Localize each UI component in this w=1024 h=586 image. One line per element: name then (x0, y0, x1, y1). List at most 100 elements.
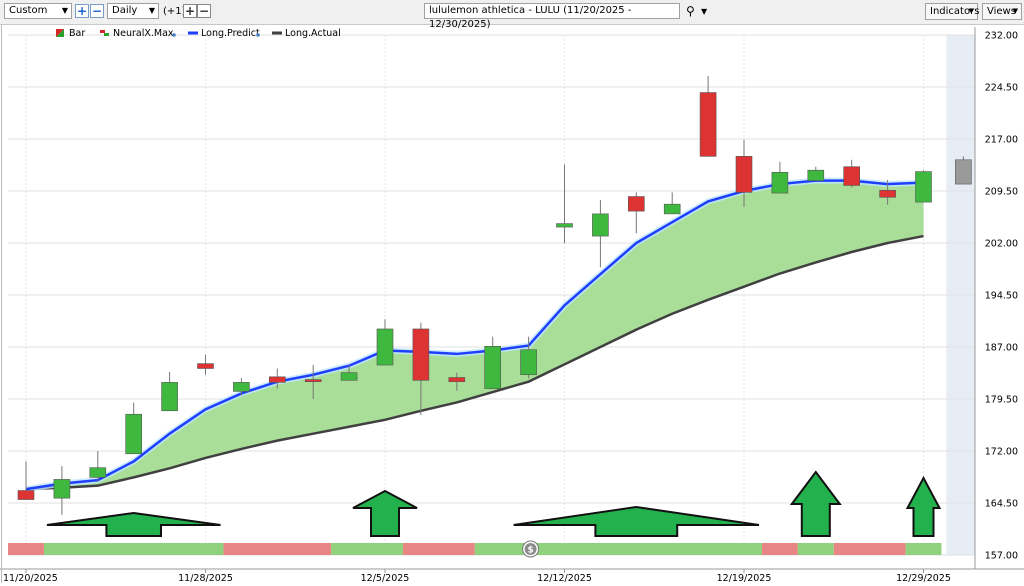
candle (412, 328, 430, 381)
legend-label: Bar (69, 28, 85, 39)
layout-select-value: Custom (9, 5, 48, 16)
y-tick-label: 232.00 (985, 31, 1018, 42)
y-tick-label: 179.50 (985, 395, 1018, 406)
chart-area[interactable]: $ 232.00 224.50 217.00 209.50 202.00 194.50 18… (0, 25, 1024, 584)
increase-period-button[interactable]: + (183, 4, 197, 18)
candle (843, 166, 861, 186)
candle (268, 376, 286, 383)
forecast-candle (955, 159, 972, 185)
period-select[interactable]: Daily ▼ (107, 3, 159, 19)
legend-label: Long.Predict (201, 28, 260, 39)
symbol-field[interactable]: lululemon athletica - LULU (11/20/2025 -… (424, 3, 680, 30)
legend-label: NeuralX.Max (113, 28, 174, 39)
search-icon[interactable]: ⚲ (686, 4, 695, 18)
signal-bar-segment (905, 543, 942, 555)
candle (663, 203, 681, 215)
y-tick-label: 217.00 (985, 135, 1018, 146)
y-tick-label: 172.00 (985, 447, 1018, 458)
signal-bar-segment (402, 543, 475, 555)
signal-bar-segment (43, 543, 224, 555)
signal-bar-segment (8, 543, 44, 555)
candle (304, 379, 322, 382)
candle (771, 171, 789, 194)
candle (520, 349, 537, 376)
decrease-period-button[interactable]: − (197, 4, 211, 18)
y-tick-label: 157.00 (985, 551, 1018, 562)
price-chart[interactable]: $ 232.00 224.50 217.00 209.50 202.00 194.50 18… (0, 25, 1024, 584)
buy-signal-arrow (789, 470, 842, 537)
signal-bar: $ (8, 540, 942, 558)
y-tick-label: 164.50 (985, 499, 1018, 510)
candle (484, 346, 502, 389)
prediction-fill (26, 180, 924, 490)
x-tick-label: 12/19/2025 (717, 573, 772, 583)
signal-bar-segment (761, 543, 798, 555)
candle (340, 372, 358, 381)
plus-icon: + (184, 4, 196, 18)
candle (125, 413, 142, 455)
dropdown-arrow-icon: ▼ (148, 6, 155, 15)
dropdown-arrow-icon: ▼ (968, 7, 974, 15)
layout-select[interactable]: Custom ▼ (4, 3, 72, 19)
remove-chart-button[interactable]: − (90, 4, 104, 18)
legend-settings-dot (172, 33, 176, 37)
plus-icon: + (76, 4, 88, 18)
y-tick-label: 194.50 (985, 291, 1018, 302)
signal-bar-segment (331, 543, 403, 555)
indicators-button[interactable]: Indicators ▼ (925, 3, 980, 20)
views-button[interactable]: Views ▼ (982, 3, 1022, 20)
dividend-icon-glyph: $ (527, 546, 533, 556)
candle (556, 223, 573, 228)
legend-swatch (56, 29, 64, 37)
gridlines (8, 34, 975, 556)
signal-bar-segment (223, 543, 332, 555)
chart-toolbar: Custom ▼ + − Daily ▼ (+1) + − lululemon … (0, 0, 1024, 30)
y-tick-label: 187.00 (985, 343, 1018, 354)
views-button-label: Views (987, 6, 1016, 17)
candle (161, 382, 178, 412)
candle (879, 190, 896, 198)
minus-icon: − (198, 4, 210, 18)
candle (627, 196, 645, 212)
candle (807, 169, 825, 181)
candle (233, 382, 250, 392)
signal-bar-segment (833, 543, 906, 555)
signal-arrows (46, 470, 942, 537)
candles (17, 75, 972, 515)
add-chart-button[interactable]: + (75, 4, 89, 18)
dropdown-arrow-icon[interactable]: ▼ (701, 7, 708, 16)
x-tick-label: 12/12/2025 (537, 573, 592, 583)
buy-signal-arrow (46, 511, 221, 537)
buy-signal-arrow (513, 505, 760, 537)
dropdown-arrow-icon: ▼ (61, 6, 68, 15)
symbol-field-text: lululemon athletica - LULU (11/20/2025 -… (429, 5, 632, 30)
candle (699, 92, 717, 157)
candle (376, 328, 394, 366)
x-tick-label: 12/29/2025 (896, 573, 951, 583)
signal-bar-segment (474, 543, 762, 555)
indicators-button-label: Indicators (930, 6, 980, 17)
x-tick-label: 11/28/2025 (178, 573, 233, 583)
x-tick-label: 11/20/2025 (3, 573, 58, 583)
legend-label: Long.Actual (285, 28, 341, 39)
prediction-fill-area (26, 180, 924, 490)
candle (735, 156, 753, 193)
candle (592, 213, 609, 237)
candle (17, 490, 35, 500)
candle (89, 467, 107, 478)
legend-settings-dot (256, 33, 260, 37)
legend-swatch (100, 30, 105, 33)
candle (448, 377, 466, 382)
minus-icon: − (91, 4, 103, 18)
candle (53, 479, 71, 499)
buy-signal-arrow (352, 489, 418, 537)
buy-signal-arrow (905, 475, 942, 537)
period-count: (+1) (163, 6, 186, 17)
legend: Bar NeuralX.Max Long.Predict Long.Actual (56, 28, 341, 39)
x-tick-label: 12/5/2025 (361, 573, 410, 583)
x-axis: 11/20/2025 11/28/2025 12/5/2025 12/12/2025 1… (0, 568, 1024, 584)
legend-swatch (104, 33, 109, 36)
y-tick-label: 209.50 (985, 187, 1018, 198)
candle (915, 171, 932, 203)
y-tick-label: 224.50 (985, 83, 1018, 94)
